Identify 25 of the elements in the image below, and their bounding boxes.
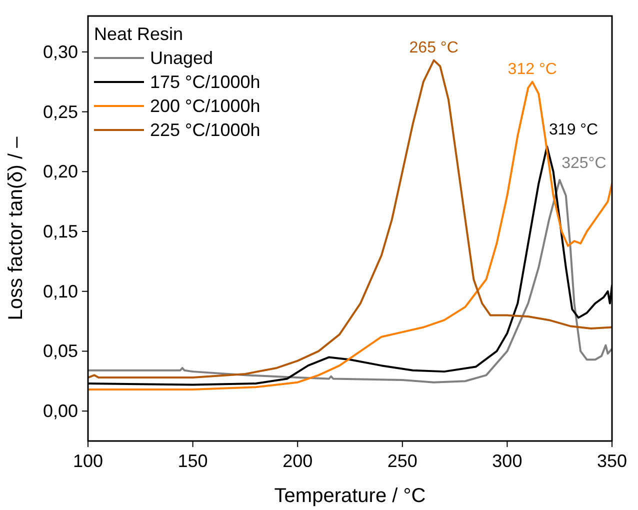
x-axis-title: Temperature / °C bbox=[274, 485, 426, 507]
legend-label: 175 °C/1000h bbox=[150, 72, 260, 92]
y-tick-label: 0,05 bbox=[42, 341, 78, 362]
x-tick-label: 300 bbox=[492, 451, 522, 471]
legend-label: 200 °C/1000h bbox=[150, 96, 260, 116]
legend-label: Unaged bbox=[150, 48, 214, 68]
x-tick-label: 100 bbox=[72, 451, 104, 471]
annotation: 312 °C bbox=[508, 60, 557, 78]
y-tick-label: 0,15 bbox=[42, 221, 78, 242]
annotation: 265 °C bbox=[409, 39, 458, 56]
annotation: 325°C bbox=[562, 155, 606, 172]
x-tick-label: 350 bbox=[596, 451, 628, 471]
x-tick-label: 250 bbox=[387, 451, 418, 471]
y-tick-label: 0,30 bbox=[42, 42, 78, 62]
y-tick-label: 0,20 bbox=[42, 162, 78, 182]
legend-title: Neat Resin bbox=[94, 24, 184, 44]
x-tick-label: 200 bbox=[282, 451, 313, 471]
legend-label: 225 °C/1000h bbox=[150, 120, 260, 140]
x-tick-label: 150 bbox=[178, 451, 208, 471]
annotation: 319 °C bbox=[549, 121, 598, 138]
y-tick-label: 0,00 bbox=[42, 401, 78, 422]
y-tick-label: 0,10 bbox=[42, 281, 78, 302]
line-series bbox=[88, 179, 612, 384]
y-tick-label: 0,25 bbox=[42, 102, 78, 122]
y-axis-title: Loss factor tan(δ) / – bbox=[5, 136, 27, 320]
